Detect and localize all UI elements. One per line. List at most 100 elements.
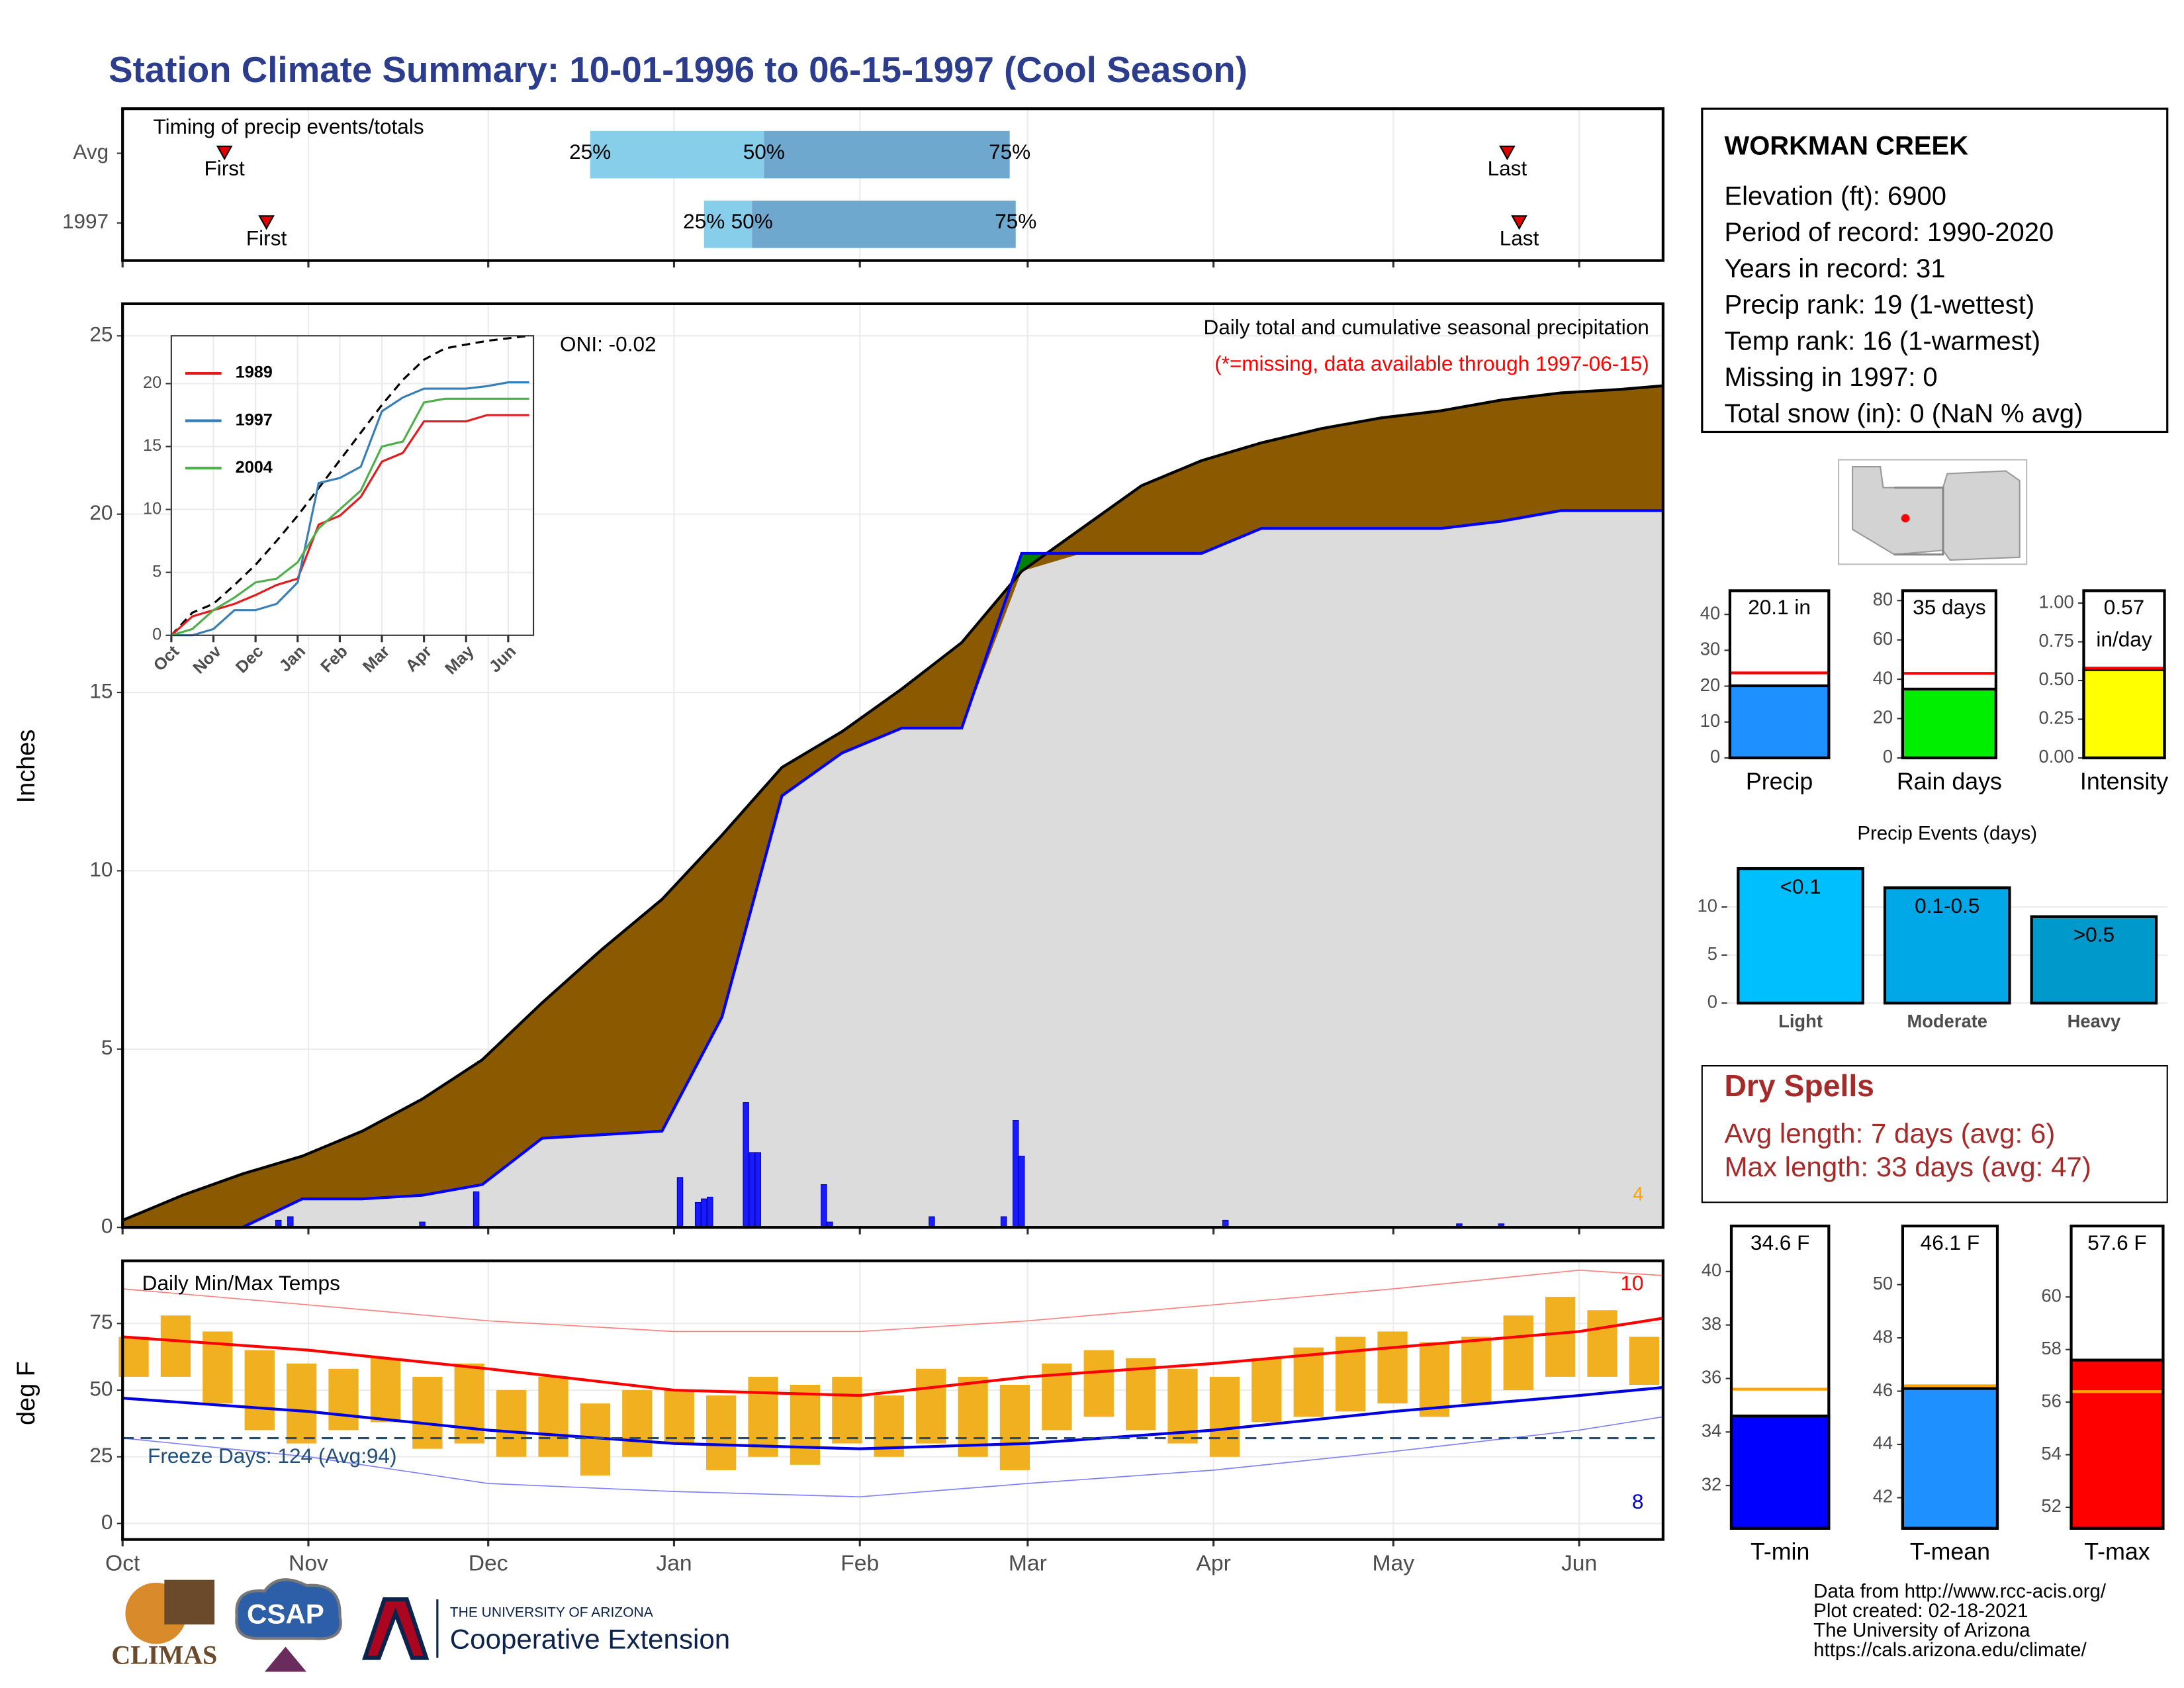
series-line [170, 414, 529, 636]
y-tick-label: 58 [2041, 1338, 2061, 1358]
y-tick-label: 15 [143, 436, 161, 455]
area-base [122, 510, 1663, 1228]
category-label: Intensity [2080, 768, 2168, 794]
y-tick-label: 54 [2041, 1443, 2061, 1464]
quantile-label: 25% [569, 140, 611, 164]
range-label: 0.1-0.5 [1915, 894, 1979, 917]
y-axis-title: deg F [13, 1361, 40, 1425]
logo-text: CSAP [247, 1598, 324, 1629]
bar [1729, 1414, 1831, 1530]
event-label: Last [1500, 226, 1539, 250]
y-tick-label: 0 [101, 1510, 113, 1534]
annotation: Freeze Days: 124 (Avg:94) [148, 1444, 396, 1468]
quantile-label: 50% [731, 209, 773, 233]
temp-range-bar [1335, 1336, 1366, 1412]
plot-frame [1901, 1224, 1999, 1530]
station-info: Elevation (ft): 6900 [1724, 181, 1946, 211]
daily-bar [1012, 1120, 1019, 1228]
category-label: Moderate [1907, 1011, 1987, 1031]
temp-range-bar [1083, 1350, 1114, 1417]
y-tick-label: 5 [1707, 943, 1717, 964]
y-tick-label: 25 [89, 1443, 113, 1467]
station-info: Precip rank: 19 (1-wettest) [1724, 291, 2034, 320]
y-tick-label: 10 [89, 857, 113, 881]
y-tick-label: 1.00 [2039, 591, 2074, 612]
y-tick-label: 20 [1873, 707, 1893, 727]
value-label: 34.6 F [1750, 1231, 1810, 1256]
category-label: T-min [1751, 1538, 1809, 1565]
annotation: 10 [1620, 1271, 1643, 1295]
temp-range-bar [370, 1358, 401, 1423]
series-line [171, 397, 529, 637]
plot-frame [2082, 589, 2166, 760]
temp-range-bar [790, 1384, 821, 1465]
y-tick-label: 48 [1873, 1326, 1893, 1346]
temp-range-bar [1545, 1297, 1576, 1377]
plot-frame [121, 107, 1664, 262]
credit-line: The University of Arizona [1813, 1619, 2030, 1641]
temp-range-bar [1251, 1358, 1282, 1423]
event-label: First [246, 226, 287, 250]
temp-range-bar [664, 1390, 694, 1444]
inset-bg [171, 336, 534, 635]
quantile-label: 50% [743, 140, 785, 164]
range-bar [764, 130, 1010, 179]
event-marker [258, 215, 275, 230]
temp-line [122, 1385, 1664, 1450]
x-tick-label: Oct [105, 1551, 140, 1575]
y-tick-label: 36 [1702, 1367, 1721, 1387]
station-info: Period of record: 1990-2020 [1724, 218, 2054, 247]
temp-range-bar [832, 1376, 862, 1444]
y-tick-label: 60 [2041, 1286, 2061, 1306]
y-tick-label: 60 [1873, 628, 1893, 649]
daily-bar [749, 1152, 755, 1228]
x-tick-label: Mar [1009, 1551, 1047, 1575]
bar [1737, 867, 1864, 1005]
y-tick-label: 5 [101, 1035, 113, 1059]
y-tick-label: 5 [152, 562, 161, 581]
quantile-label: 75% [989, 140, 1030, 164]
daily-bar [287, 1216, 294, 1228]
temp-range-bar [538, 1376, 569, 1457]
location-map [1838, 459, 2028, 565]
panel-title: Precip Events (days) [1857, 822, 2037, 844]
panel-title: Daily Min/Max Temps [142, 1271, 340, 1295]
quantile-label: 75% [995, 209, 1036, 233]
y-tick-label: 0.75 [2039, 630, 2074, 651]
y-tick-label: 50 [1873, 1273, 1893, 1293]
plot-frame [2070, 1224, 2165, 1530]
station-info: Years in record: 31 [1724, 254, 1945, 283]
y-tick-label: 0.50 [2039, 669, 2074, 689]
label-box: 20.1 in [1748, 596, 1811, 620]
event-marker [216, 145, 233, 161]
y-tick-label: 42 [1873, 1486, 1893, 1507]
dry-spell-info: Avg length: 7 days (avg: 6) [1724, 1117, 2055, 1149]
daily-bar [1000, 1216, 1007, 1228]
x-tick-label: Apr [1196, 1551, 1230, 1575]
daily-bar [929, 1216, 935, 1228]
station-name: WORKMAN CREEK [1724, 132, 1968, 161]
csap-cloud [235, 1578, 342, 1640]
x-tick-label: Jun [1561, 1551, 1597, 1575]
temp-range-bar [1587, 1310, 1617, 1377]
credit-line: Data from http://www.rcc-acis.org/ [1813, 1580, 2107, 1602]
bar [1728, 684, 1831, 760]
y-tick-label: 25 [89, 322, 113, 346]
y-tick-label: 20 [143, 373, 161, 392]
plot-frame [121, 302, 1664, 1229]
daily-bar [1019, 1155, 1025, 1228]
y-tick-label: 56 [2041, 1390, 2061, 1411]
x-tick-label: May [1373, 1551, 1415, 1575]
daily-bar [707, 1196, 713, 1228]
dry-spells-title: Dry Spells [1724, 1068, 1874, 1103]
series-line [170, 334, 529, 636]
plot-frame [1729, 1224, 1831, 1530]
y-tick-label: 10 [143, 499, 161, 518]
x-tick-label: Jan [656, 1551, 692, 1575]
y-tick-label: 75 [89, 1310, 113, 1334]
temp-line [122, 1269, 1663, 1333]
bar [2030, 915, 2158, 1005]
x-tick-label: Feb [841, 1551, 879, 1575]
ua-logo [362, 1597, 430, 1660]
